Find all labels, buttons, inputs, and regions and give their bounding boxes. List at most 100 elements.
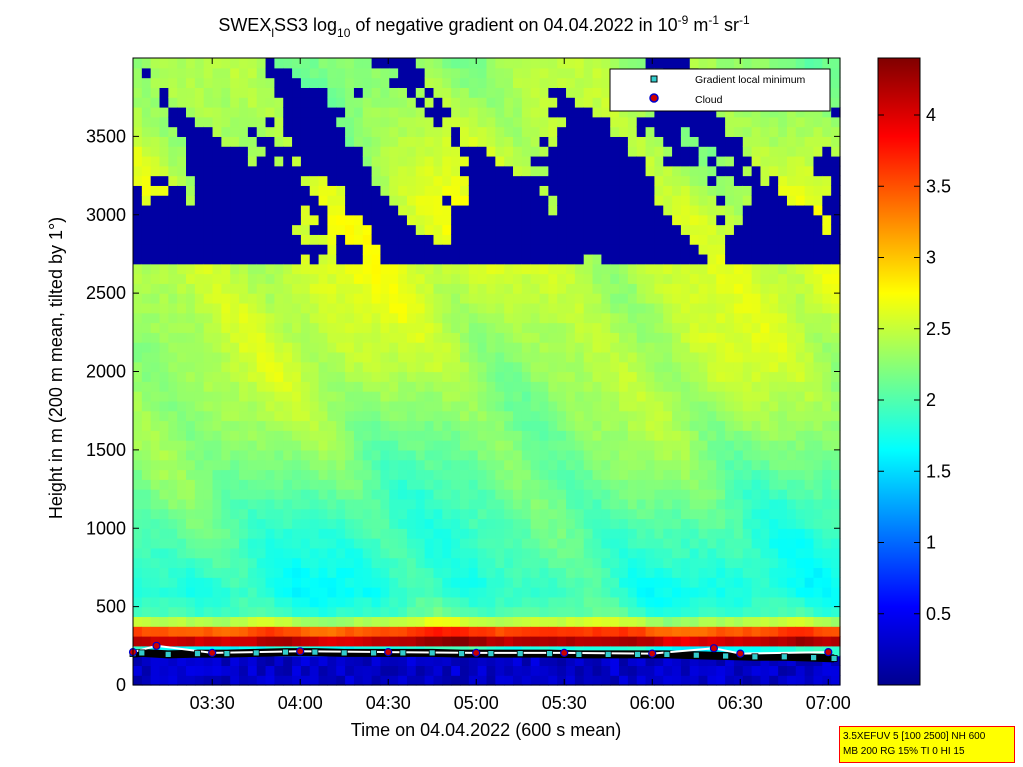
heatmap-cell — [389, 547, 399, 559]
heatmap-cell — [619, 146, 629, 157]
heatmap-cell — [742, 293, 753, 304]
heatmap-cell — [513, 557, 523, 569]
heatmap-cell — [327, 557, 337, 569]
heatmap-cell — [150, 67, 161, 79]
heatmap-cell — [468, 430, 479, 441]
heatmap-cell — [406, 479, 417, 490]
heatmap-cell — [398, 400, 408, 412]
heatmap-cell — [345, 214, 355, 226]
heatmap-cell — [663, 440, 673, 451]
heatmap-cell — [212, 175, 222, 186]
heatmap-cell — [247, 547, 258, 559]
heatmap-cell — [477, 126, 488, 137]
heatmap-cell — [663, 361, 673, 373]
heatmap-cell — [221, 410, 231, 422]
heatmap-cell — [725, 136, 735, 147]
heatmap-cell — [424, 400, 435, 412]
heatmap-cell — [601, 263, 611, 275]
heatmap-cell — [521, 577, 532, 588]
heatmap-cell — [362, 626, 373, 637]
heatmap-cell — [742, 538, 753, 549]
heatmap-cell — [150, 410, 161, 422]
heatmap-cell — [212, 410, 222, 422]
heatmap-cell — [742, 528, 753, 539]
heatmap-cell — [442, 234, 452, 245]
heatmap-cell — [300, 665, 311, 676]
heatmap-cell — [513, 185, 523, 196]
heatmap-cell — [698, 136, 709, 147]
heatmap-cell — [362, 253, 373, 265]
heatmap-cell — [583, 342, 594, 353]
heatmap-cell — [601, 67, 611, 79]
heatmap-cell — [468, 332, 479, 343]
heatmap-cell — [601, 155, 611, 167]
heatmap-cell — [318, 58, 329, 69]
heatmap-cell — [592, 636, 602, 647]
heatmap-cell — [371, 58, 382, 69]
heatmap-cell — [539, 587, 549, 598]
heatmap-cell — [672, 253, 682, 265]
heatmap-cell — [769, 342, 779, 353]
heatmap-cell — [406, 273, 417, 284]
heatmap-cell — [751, 449, 762, 461]
heatmap-cell — [212, 293, 222, 304]
heatmap-cell — [389, 675, 399, 686]
heatmap-cell — [300, 430, 311, 441]
heatmap-cell — [406, 371, 417, 382]
heatmap-cell — [716, 361, 726, 373]
heatmap-cell — [380, 459, 390, 471]
heatmap-cell — [247, 116, 258, 128]
heatmap-cell — [265, 195, 275, 206]
heatmap-cell — [627, 391, 638, 402]
heatmap-cell — [283, 469, 293, 480]
heatmap-cell — [186, 547, 196, 559]
heatmap-cell — [433, 606, 443, 618]
heatmap-cell — [804, 449, 815, 461]
heatmap-cell — [813, 146, 823, 157]
heatmap-cell — [707, 312, 717, 324]
heatmap-cell — [627, 606, 638, 618]
heatmap-cell — [194, 77, 205, 88]
heatmap-cell — [389, 351, 399, 363]
heatmap-cell — [760, 538, 770, 549]
heatmap-cell — [733, 636, 744, 647]
heatmap-cell — [230, 77, 240, 88]
heatmap-cell — [751, 391, 762, 402]
heatmap-cell — [389, 381, 399, 392]
heatmap-cell — [521, 371, 532, 382]
heatmap-cell — [133, 283, 143, 294]
heatmap-cell — [459, 244, 470, 255]
heatmap-cell — [804, 263, 815, 275]
heatmap-cell — [318, 371, 329, 382]
heatmap-cell — [495, 606, 505, 618]
heatmap-cell — [627, 234, 638, 245]
heatmap-cell — [778, 146, 788, 157]
heatmap-cell — [530, 479, 541, 490]
heatmap-cell — [353, 283, 364, 294]
heatmap-cell — [274, 361, 284, 373]
heatmap-cell — [300, 508, 311, 520]
heatmap-cell — [451, 342, 461, 353]
heatmap-cell — [601, 577, 611, 588]
heatmap-cell — [451, 577, 461, 588]
heatmap-cell — [778, 322, 788, 333]
heatmap-cell — [716, 58, 726, 69]
heatmap-cell — [159, 116, 169, 128]
heatmap-cell — [177, 342, 187, 353]
heatmap-cell — [336, 322, 346, 333]
heatmap-cell — [513, 577, 523, 588]
heatmap-cell — [212, 155, 222, 167]
heatmap-cell — [548, 195, 558, 206]
heatmap-cell — [672, 538, 682, 549]
heatmap-cell — [795, 244, 806, 255]
heatmap-cell — [150, 126, 161, 137]
heatmap-cell — [566, 577, 576, 588]
heatmap-cell — [300, 77, 311, 88]
heatmap-cell — [548, 244, 558, 255]
heatmap-cell — [459, 155, 470, 167]
heatmap-cell — [627, 400, 638, 412]
heatmap-cell — [300, 567, 311, 578]
heatmap-cell — [627, 449, 638, 461]
heatmap-cell — [592, 146, 602, 157]
heatmap-cell — [283, 322, 293, 333]
